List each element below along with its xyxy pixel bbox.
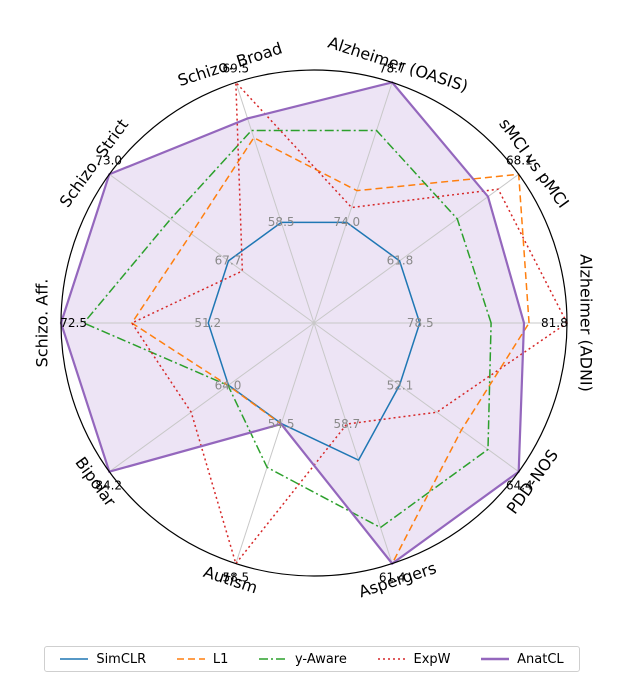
max-tick-label: 78.7 — [379, 61, 406, 75]
min-tick-label: 58.7 — [333, 417, 360, 431]
legend-swatch — [377, 658, 406, 660]
legend-label: SimCLR — [96, 651, 147, 667]
max-tick-label: 64.4 — [506, 479, 533, 493]
min-tick-label: 52.1 — [387, 378, 414, 392]
grid-spoke — [109, 173, 315, 324]
min-tick-label: 67.7 — [215, 254, 242, 268]
max-tick-label: 61.4 — [379, 571, 406, 585]
max-tick-label: 81.8 — [541, 316, 568, 330]
outer-ring — [60, 69, 568, 577]
axis-label: Autism — [201, 562, 260, 597]
grid-spoke — [313, 173, 519, 324]
legend-item: y-Aware — [258, 651, 347, 667]
axis-label: Schizo. Aff. — [33, 279, 52, 368]
max-tick-label: 68.1 — [506, 153, 533, 167]
min-tick-label: 78.5 — [407, 316, 434, 330]
max-labels: 81.8 68.1 78.7 69.5 73.0 72.5 84.2 58.5 61.4 64.4 — [60, 61, 567, 584]
min-tick-label: 51.2 — [194, 316, 221, 330]
grid-spoke — [235, 322, 315, 564]
series-line-y-aware — [82, 129, 492, 529]
legend-label: AnatCL — [517, 651, 564, 667]
grid-spoke — [235, 82, 315, 324]
axis-label: Aspergers — [356, 558, 438, 601]
min-tick-label: 74.0 — [333, 215, 360, 229]
legend-item: ExpW — [377, 651, 451, 667]
legend-swatch — [60, 658, 89, 660]
max-tick-label: 84.2 — [95, 479, 122, 493]
grid-spoke — [109, 322, 315, 473]
grid-spoke — [313, 82, 393, 324]
axis-label: Alzheimer (ADNI) — [577, 254, 596, 392]
axis-label: Alzheimer (OASIS) — [326, 33, 471, 96]
legend-item: AnatCL — [481, 652, 564, 667]
series-line-l1 — [130, 136, 530, 565]
axis-label: Schizo. Broad — [175, 39, 284, 91]
min-tick-label: 54.5 — [268, 417, 295, 431]
grid-spoke — [313, 322, 393, 564]
max-tick-label: 58.5 — [222, 571, 249, 585]
legend-label: y-Aware — [294, 651, 347, 667]
min-tick-label: 64.0 — [215, 378, 242, 392]
legend-label: L1 — [212, 651, 229, 667]
radar-grid — [61, 82, 567, 564]
grid-spoke — [313, 322, 519, 473]
max-tick-label: 73.0 — [95, 153, 122, 167]
legend-item: L1 — [176, 651, 229, 667]
legend-swatch — [481, 657, 510, 661]
series-line-simclr — [207, 221, 421, 462]
legend-swatch — [258, 658, 287, 660]
max-tick-label: 72.5 — [60, 316, 87, 330]
min-tick-label: 58.5 — [268, 215, 295, 229]
max-tick-label: 69.5 — [222, 61, 249, 75]
legend-label: ExpW — [413, 651, 451, 667]
min-tick-label: 61.8 — [387, 254, 414, 268]
min-labels: 78.5 61.8 74.0 58.5 67.7 51.2 64.0 54.5 58.7 52.1 — [194, 215, 433, 431]
legend-swatch — [176, 658, 205, 660]
legend: SimCLR L1 y-Aware ExpW AnatCL — [44, 646, 580, 672]
legend-item: SimCLR — [60, 652, 146, 667]
